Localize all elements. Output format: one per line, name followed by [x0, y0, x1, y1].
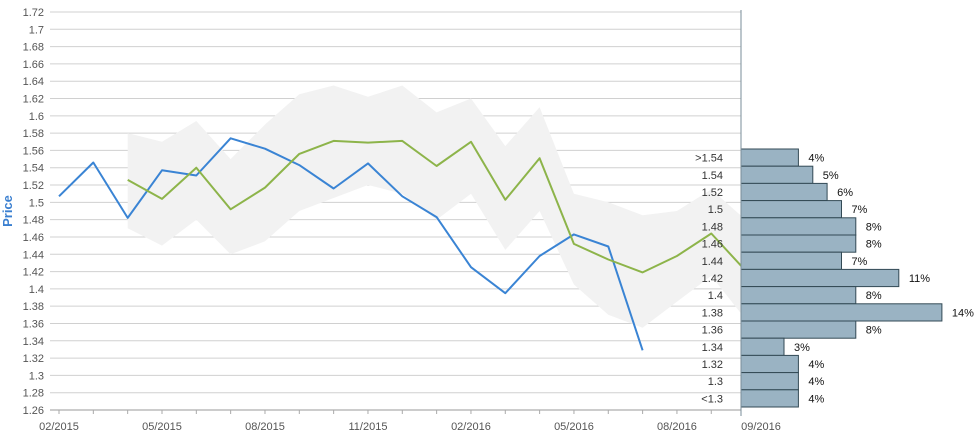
y-tick-label: 1.58 [23, 128, 44, 140]
distribution-bar [740, 372, 799, 391]
y-tick-label: 1.4 [29, 284, 44, 296]
distribution-percent-label: 5% [823, 170, 839, 182]
y-tick-label: 1.26 [23, 405, 44, 417]
distribution-bar [740, 165, 814, 184]
series-line-1 [58, 137, 644, 351]
x-tick-label: 02/2015 [39, 421, 79, 433]
series-line-2 [127, 139, 747, 274]
y-tick-label: 1.46 [23, 232, 44, 244]
distribution-bar [740, 251, 842, 270]
x-tick-label: 05/2016 [554, 421, 594, 433]
x-tick-label: 08/2016 [657, 421, 697, 433]
distribution-bin-label: 1.4 [708, 290, 723, 302]
distribution-bin-label: 1.38 [702, 307, 723, 319]
confidence-band [127, 85, 746, 328]
distribution-percent-label: 8% [866, 325, 882, 337]
distribution-bin-label: 1.5 [708, 204, 723, 216]
distribution-percent-label: 7% [851, 204, 867, 216]
x-tick-label: 08/2015 [245, 421, 285, 433]
distribution-bar [740, 286, 857, 305]
distribution-bar [740, 354, 799, 374]
distribution-bar [740, 303, 943, 322]
distribution-bar [740, 320, 857, 339]
distribution-bar [740, 389, 799, 408]
y-tick-label: 1.28 [23, 388, 44, 400]
y-tick-label: 1.5 [29, 197, 44, 209]
y-tick-label: 1.7 [29, 24, 44, 36]
y-tick-label: 1.6 [29, 111, 44, 123]
distribution-bar [740, 182, 828, 202]
distribution-percent-label: 14% [952, 307, 974, 319]
y-tick-label: 1.64 [23, 76, 44, 88]
distribution-bin-label: 1.44 [702, 256, 723, 268]
distribution-bin-label: 1.34 [702, 342, 723, 354]
distribution-bar [740, 234, 857, 253]
distribution-percent-label: 3% [794, 342, 810, 354]
distribution-percent-label: 8% [866, 239, 882, 251]
axis-layer: 1.26 1.28 1.3 1.32 1.34 1.36 1.38 1.4 1.42 1.44 1.… [23, 7, 781, 433]
y-tick-label: 1.38 [23, 301, 44, 313]
distribution-percent-label: 4% [808, 393, 824, 405]
x-tick-label: 02/2016 [451, 421, 491, 433]
y-tick-label: 1.44 [23, 249, 44, 261]
distribution-bin-label: 1.54 [702, 170, 723, 182]
x-tick-label: 05/2015 [142, 421, 182, 433]
distribution-percent-label: 8% [866, 290, 882, 302]
distribution-percent-label: 11% [909, 273, 930, 285]
series-layer [58, 137, 747, 351]
distribution-bin-label: >1.54 [695, 153, 723, 165]
distribution-percent-label: 7% [851, 256, 867, 268]
distribution-percent-label: 4% [808, 359, 824, 371]
distribution-percent-label: 8% [866, 221, 882, 233]
distribution-percent-label: 4% [808, 153, 824, 165]
y-tick-label: 1.34 [23, 336, 44, 348]
distribution-bin-label: 1.36 [702, 325, 723, 337]
distribution-bin-label: 1.3 [708, 376, 723, 388]
y-tick-label: 1.52 [23, 180, 44, 192]
y-tick-label: 1.54 [23, 163, 44, 175]
y-tick-label: 1.48 [23, 215, 44, 227]
distribution-percent-label: 6% [837, 187, 853, 199]
y-tick-label: 1.36 [23, 318, 44, 330]
band-layer [127, 85, 746, 328]
distribution-bin-label: <1.3 [701, 393, 723, 405]
distribution-percent-label: 4% [808, 376, 824, 388]
distribution-bar [740, 268, 900, 288]
distribution-bar [740, 217, 857, 236]
distribution-bar [740, 148, 799, 167]
distribution-bar [740, 337, 785, 356]
distribution-bin-label: 1.48 [702, 221, 723, 233]
y-axis-title: Price [0, 195, 15, 227]
y-tick-label: 1.32 [23, 353, 44, 365]
distribution-bin-label: 1.46 [702, 239, 723, 251]
y-tick-label: 1.68 [23, 42, 44, 54]
y-tick-label: 1.56 [23, 145, 44, 157]
y-tick-label: 1.42 [23, 267, 44, 279]
distribution-bin-label: 1.32 [702, 359, 723, 371]
distribution-bin-label: 1.42 [702, 273, 723, 285]
distribution-bar [740, 200, 842, 219]
y-tick-label: 1.72 [23, 7, 44, 19]
y-tick-label: 1.62 [23, 94, 44, 106]
distribution-layer: >1.54 4%1.54 5%1.52 6%1.5 7%1.48 8%1.46 8%1.44… [695, 148, 974, 408]
y-tick-label: 1.3 [29, 370, 44, 382]
y-tick-label: 1.66 [23, 59, 44, 71]
x-tick-label: 11/2015 [348, 421, 387, 433]
x-tick-label: 09/2016 [741, 421, 781, 433]
distribution-bin-label: 1.52 [702, 187, 723, 199]
